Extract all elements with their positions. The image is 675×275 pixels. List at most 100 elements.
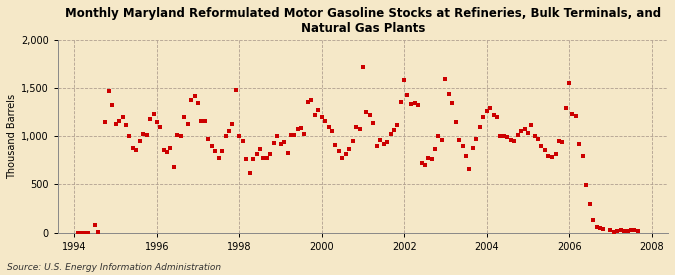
Point [491, 115, 502, 119]
Point [172, 133, 183, 138]
Point [554, 139, 564, 143]
Point [162, 150, 173, 154]
Point [605, 227, 616, 232]
Point [389, 128, 400, 132]
Point [419, 163, 430, 167]
Point [121, 123, 132, 127]
Point [354, 126, 365, 131]
Point [337, 155, 348, 160]
Point [615, 227, 626, 232]
Point [396, 100, 406, 104]
Point [190, 94, 200, 98]
Point [76, 231, 87, 235]
Point [430, 147, 441, 151]
Point [509, 139, 520, 143]
Point [454, 138, 464, 142]
Point [505, 138, 516, 142]
Point [468, 146, 479, 150]
Point [402, 93, 413, 97]
Point [557, 140, 568, 144]
Point [128, 146, 138, 150]
Point [330, 143, 341, 147]
Point [533, 137, 543, 141]
Point [148, 112, 159, 117]
Point [231, 88, 242, 92]
Point [268, 141, 279, 145]
Point [227, 122, 238, 126]
Point [381, 140, 392, 144]
Point [458, 144, 468, 148]
Point [526, 123, 537, 127]
Point [117, 115, 128, 119]
Point [134, 139, 145, 143]
Point [577, 153, 588, 158]
Point [299, 132, 310, 137]
Point [278, 140, 289, 144]
Point [234, 134, 245, 139]
Point [371, 144, 382, 148]
Point [131, 148, 142, 152]
Point [361, 110, 372, 115]
Point [629, 227, 640, 232]
Point [237, 139, 248, 143]
Point [409, 101, 420, 105]
Point [574, 142, 585, 146]
Point [317, 115, 327, 119]
Point [309, 113, 320, 117]
Point [203, 137, 214, 141]
Point [443, 92, 454, 96]
Point [416, 161, 427, 166]
Point [207, 144, 217, 148]
Point [292, 126, 303, 131]
Point [275, 142, 286, 146]
Point [595, 226, 605, 230]
Point [560, 105, 571, 110]
Point [165, 146, 176, 150]
Point [632, 229, 643, 233]
Point [385, 132, 396, 137]
Point [598, 227, 609, 231]
Point [213, 155, 224, 160]
Point [447, 101, 458, 105]
Point [626, 228, 637, 232]
Point [265, 152, 275, 156]
Point [176, 134, 186, 139]
Point [186, 98, 196, 102]
Point [182, 122, 193, 126]
Point [567, 112, 578, 117]
Point [475, 125, 485, 129]
Point [100, 120, 111, 124]
Point [406, 101, 416, 106]
Point [540, 148, 551, 152]
Point [327, 128, 338, 133]
Point [200, 119, 211, 123]
Point [585, 202, 595, 206]
Point [460, 153, 471, 158]
Point [522, 130, 533, 135]
Point [248, 157, 259, 162]
Title: Monthly Maryland Reformulated Motor Gasoline Stocks at Refineries, Bulk Terminal: Monthly Maryland Reformulated Motor Gaso… [65, 7, 661, 35]
Point [323, 125, 334, 129]
Point [375, 138, 385, 142]
Point [261, 155, 272, 160]
Point [93, 230, 104, 234]
Point [368, 121, 379, 125]
Point [179, 115, 190, 119]
Point [169, 165, 180, 169]
Point [478, 115, 489, 119]
Point [110, 122, 121, 126]
Point [437, 138, 448, 142]
Y-axis label: Thousand Barrels: Thousand Barrels [7, 94, 17, 179]
Point [254, 147, 265, 151]
Point [313, 108, 324, 113]
Point [282, 150, 293, 155]
Point [296, 126, 306, 130]
Point [499, 134, 510, 139]
Point [223, 128, 234, 133]
Point [333, 148, 344, 153]
Point [286, 133, 296, 138]
Point [90, 223, 101, 227]
Point [471, 137, 482, 141]
Point [564, 80, 574, 85]
Point [495, 134, 506, 139]
